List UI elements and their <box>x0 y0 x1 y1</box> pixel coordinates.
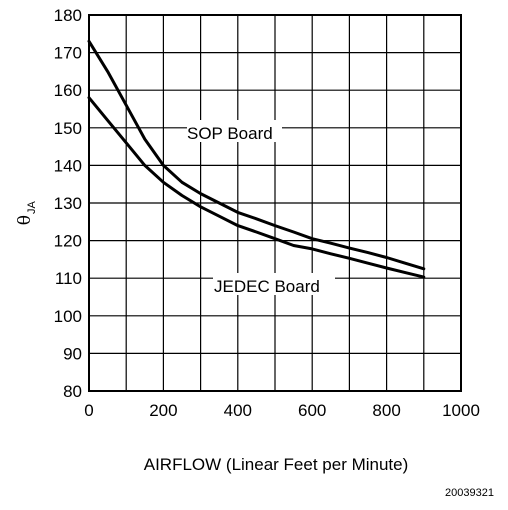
jedec-label-bg <box>213 273 335 295</box>
y-tick-label: 90 <box>63 344 82 363</box>
y-tick-label: 180 <box>54 6 82 25</box>
plot-frame <box>88 14 462 392</box>
axes <box>88 14 462 392</box>
x-tick-label: 600 <box>298 401 326 420</box>
y-tick-label: 160 <box>54 81 82 100</box>
y-tick-label: 100 <box>54 307 82 326</box>
y-axis-label: θ JA <box>15 201 38 226</box>
y-tick-label: 110 <box>55 269 82 288</box>
series-layer <box>87 39 426 279</box>
x-tick-label: 200 <box>149 401 177 420</box>
tick-labels: 80 90 100 110 120 130 140 150 160 170 180 0 200 400 60… <box>54 6 480 420</box>
figure-code: 20039321 <box>445 487 494 499</box>
y-tick-label: 80 <box>63 382 82 401</box>
grid <box>89 15 461 391</box>
sop-label-bg <box>187 120 282 142</box>
y-tick-label: 120 <box>54 232 82 251</box>
y-tick-label: 130 <box>54 194 82 213</box>
x-tick-label: 1000 <box>442 401 480 420</box>
y-axis-label-subscript: JA <box>26 201 38 215</box>
y-tick-label: 140 <box>54 156 82 175</box>
y-axis-label-theta: θ <box>15 215 35 225</box>
jedec-board-line <box>87 96 426 279</box>
x-tick-label: 800 <box>372 401 400 420</box>
jedec-board-label: JEDEC Board <box>214 277 320 296</box>
sop-board-label: SOP Board <box>187 124 273 143</box>
x-tick-label: 400 <box>224 401 252 420</box>
x-axis-label: AIRFLOW (Linear Feet per Minute) <box>144 455 409 474</box>
x-tick-label: 0 <box>84 401 93 420</box>
sop-board-line <box>87 39 426 271</box>
y-tick-label: 150 <box>54 119 82 138</box>
y-tick-label: 170 <box>54 44 82 63</box>
